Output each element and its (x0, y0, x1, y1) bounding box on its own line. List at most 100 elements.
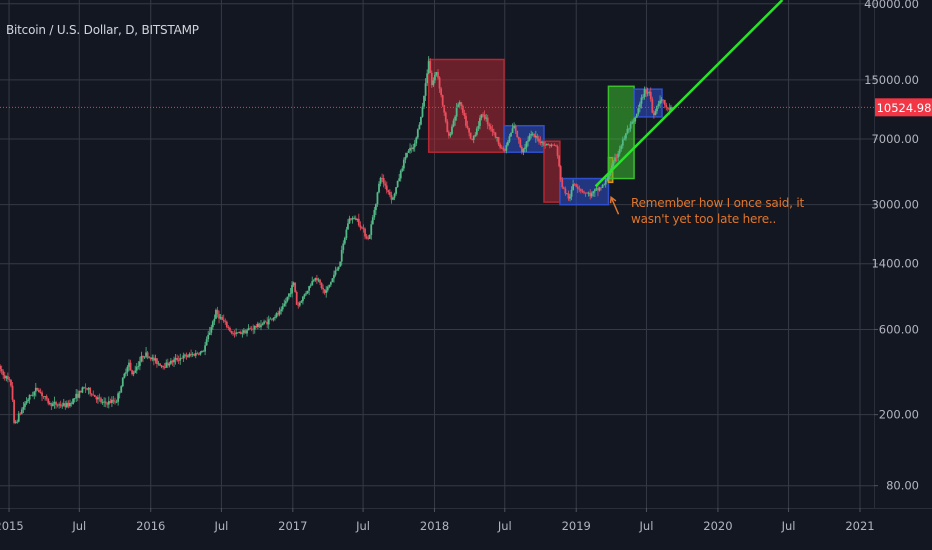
candle-body (600, 187, 602, 189)
candle-body (244, 330, 247, 334)
candle-body (185, 354, 188, 357)
candle-body (317, 279, 320, 281)
candle-body (645, 89, 647, 94)
x-tick-label: 2021 (845, 519, 874, 533)
candle-body (496, 137, 498, 138)
candle-body (477, 125, 480, 129)
candle-body (466, 125, 469, 129)
annotation-note[interactable]: Remember how I once said, it wasn't yet … (631, 195, 804, 227)
annotation-box[interactable] (427, 58, 505, 153)
candle-body (230, 330, 233, 334)
candle-body (663, 99, 666, 105)
candle-body (182, 355, 185, 359)
candle-body (421, 106, 424, 117)
candle-body (11, 385, 14, 400)
current-price-badge (875, 98, 932, 117)
candle-body (513, 125, 516, 129)
candle-body (154, 358, 157, 361)
candle-body (30, 394, 33, 396)
candle-body (637, 108, 640, 114)
candle-body (584, 192, 587, 194)
candle-body (0, 365, 2, 370)
y-tick-label: 3000.00 (871, 198, 919, 212)
candle-body (101, 402, 104, 403)
candle-body (514, 125, 517, 131)
candle-body (373, 210, 376, 218)
candle-body (166, 362, 169, 366)
candle-body (135, 366, 138, 371)
trendline[interactable] (594, 0, 784, 188)
candle-body (339, 261, 342, 267)
candle-body (148, 357, 151, 359)
candle-body (607, 175, 610, 179)
candle-body (454, 116, 456, 121)
candle-body (539, 141, 542, 144)
candle-body (58, 404, 61, 406)
candle-body (461, 105, 464, 113)
candle-body (642, 96, 644, 98)
x-axis[interactable]: 2015 Jul 2016 Jul 2017 Jul 2018 Jul 2019 Jul 2020 J… (0, 508, 932, 550)
candle-body (146, 352, 149, 358)
candle-body (14, 421, 17, 423)
candle-body (438, 77, 441, 89)
candle-body (56, 404, 59, 406)
candle-body (409, 147, 411, 151)
x-tick-label: Jul (781, 519, 796, 533)
candle-body (106, 403, 109, 405)
candle-body (558, 155, 561, 167)
candle-body (587, 192, 590, 194)
candle-body (315, 277, 318, 281)
candle-body (121, 377, 124, 387)
y-axis[interactable]: 40000.00 15000.00 7000.00 3000.00 1400.00 600… (864, 0, 932, 550)
candle-body (280, 309, 283, 312)
candle-body (314, 277, 317, 281)
candle-body (511, 128, 514, 133)
candle-body (336, 269, 338, 271)
x-tick-label: 2019 (562, 519, 591, 533)
candle-body (64, 403, 67, 408)
candle-body (24, 403, 26, 407)
candle-body (322, 288, 324, 290)
candle-body (170, 360, 172, 364)
candle-body (385, 185, 388, 191)
x-tick-label: Jul (497, 519, 512, 533)
candle-body (371, 217, 374, 225)
candle-body (347, 223, 349, 230)
candle-body (343, 237, 346, 244)
candle-body (348, 218, 351, 224)
candle-body (87, 387, 90, 390)
candle-body (570, 189, 573, 197)
candle-body (463, 112, 466, 116)
candle-body (486, 117, 489, 125)
candle-body (165, 362, 168, 368)
candle-body (583, 191, 585, 193)
candle-body (648, 91, 651, 93)
candle-body (565, 193, 568, 195)
candle-body (626, 128, 629, 134)
candle-body (41, 392, 43, 397)
candle-body (83, 387, 85, 389)
candle-body (359, 225, 362, 228)
candle-body (534, 135, 537, 138)
annotation-box[interactable] (607, 85, 635, 180)
y-tick-label: 1400.00 (871, 257, 919, 271)
candle-body (239, 331, 242, 334)
note-arrow[interactable] (609, 195, 620, 215)
candle-body (471, 138, 474, 140)
candle-body (177, 360, 180, 362)
candle-body (635, 113, 638, 118)
candle-body (270, 318, 273, 320)
candle-body (612, 161, 615, 166)
candle-body (410, 147, 413, 150)
candle-body (160, 365, 163, 367)
candle-body (423, 95, 425, 107)
candle-body (27, 399, 29, 402)
candle-body (42, 396, 45, 397)
candle-body (457, 104, 460, 107)
candle-body (376, 192, 379, 205)
candle-body (215, 309, 217, 319)
candle-body (261, 323, 264, 326)
candle-body (59, 404, 62, 406)
candle-body (430, 72, 433, 86)
